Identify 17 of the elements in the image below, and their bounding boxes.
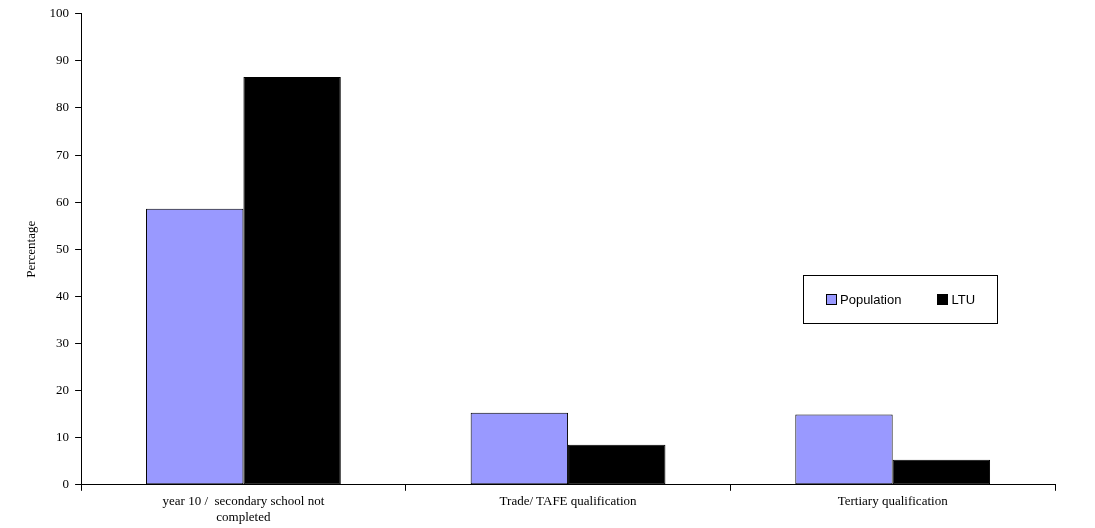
y-tick-label: 80	[56, 99, 70, 115]
y-tick-label: 100	[49, 5, 70, 21]
y-tick-label: 0	[62, 476, 70, 492]
legend-label: Population	[840, 292, 902, 307]
y-tick-label: 20	[56, 382, 70, 398]
x-tick-label: Trade/ TAFE qualification	[499, 493, 637, 509]
y-tick-label: 40	[56, 287, 70, 303]
x-tick-label: Tertiary qualification	[837, 493, 949, 509]
x-tick-label: year 10 / secondary school not completed	[162, 493, 325, 524]
y-axis-title: Percentage	[23, 220, 39, 278]
y-tick-label: 50	[56, 240, 70, 256]
y-tick-label: 30	[56, 334, 70, 350]
legend-label: LTU	[951, 292, 976, 307]
y-tick-label: 70	[56, 146, 70, 162]
y-tick-label: 10	[56, 429, 70, 445]
y-tick-label: 60	[56, 193, 70, 209]
y-tick-label: 90	[56, 52, 70, 68]
